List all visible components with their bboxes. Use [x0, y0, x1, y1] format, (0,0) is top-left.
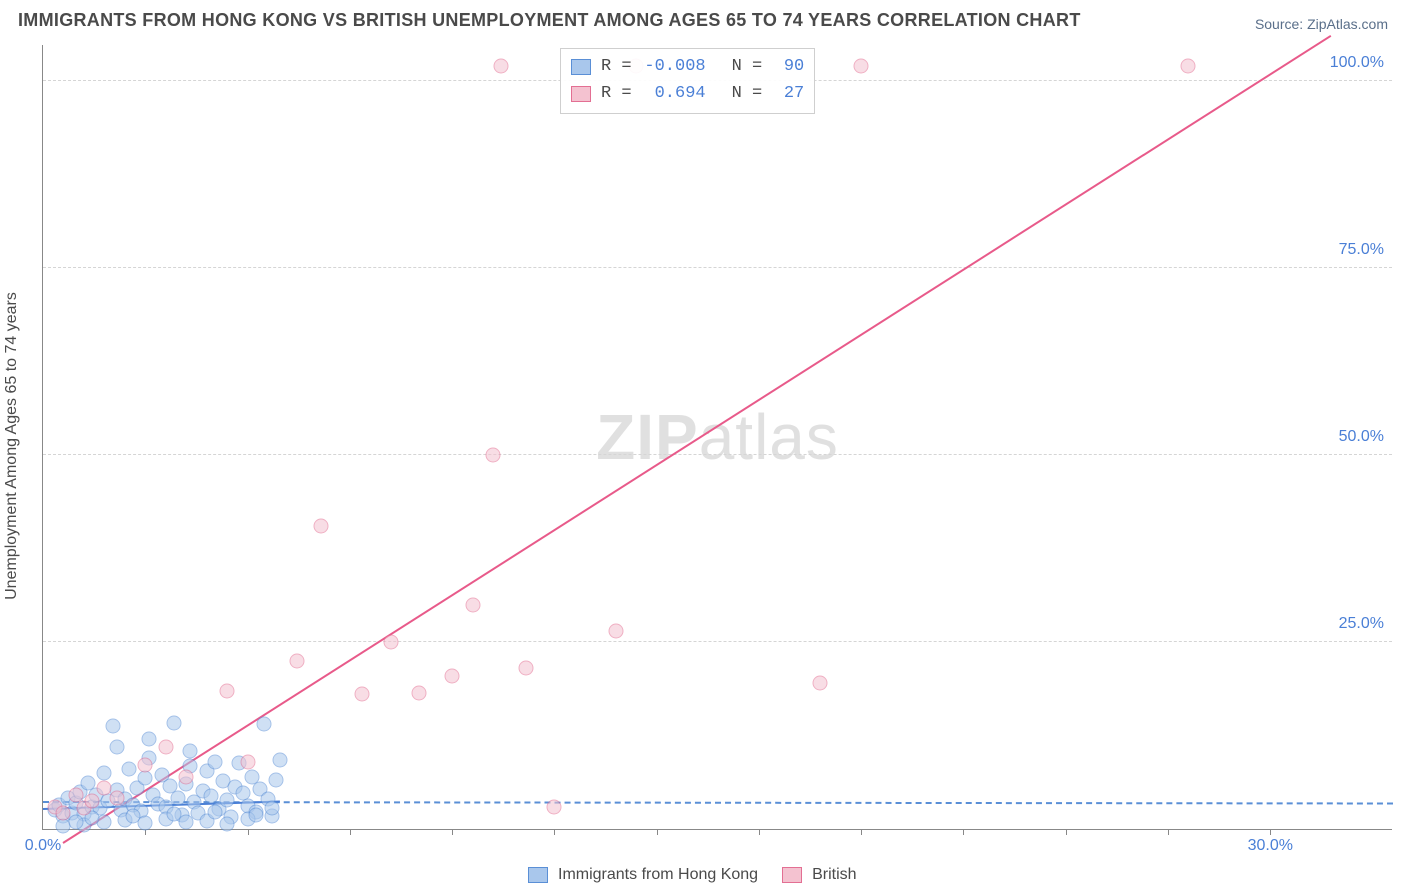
y-tick-label: 100.0% [1330, 54, 1384, 72]
scatter-point [109, 790, 124, 805]
scatter-point [1181, 59, 1196, 74]
stat-r-value: -0.008 [640, 53, 706, 80]
scatter-point [179, 815, 194, 830]
scatter-point [138, 758, 153, 773]
scatter-point [68, 814, 83, 829]
scatter-point [289, 653, 304, 668]
scatter-point [126, 809, 141, 824]
stats-row: R = -0.008 N = 90 [571, 53, 804, 80]
scatter-point [465, 597, 480, 612]
trend-line [63, 35, 1332, 844]
stat-r-label: R = [601, 53, 632, 80]
chart-legend: Immigrants from Hong Kong British [528, 866, 857, 884]
scatter-point [445, 668, 460, 683]
scatter-point [142, 732, 157, 747]
scatter-point [854, 59, 869, 74]
legend-item: Immigrants from Hong Kong [528, 866, 758, 884]
x-tick [657, 829, 658, 835]
scatter-point [220, 816, 235, 831]
scatter-point [813, 676, 828, 691]
x-tick [861, 829, 862, 835]
stat-r-label: R = [601, 80, 632, 107]
scatter-point [207, 804, 222, 819]
x-tick [963, 829, 964, 835]
scatter-point [56, 805, 71, 820]
correlation-stats-box: R = -0.008 N = 90 R = 0.694 N = 27 [560, 48, 815, 114]
stat-n-value: 27 [770, 80, 804, 107]
scatter-point [240, 754, 255, 769]
scatter-point [486, 448, 501, 463]
scatter-point [269, 772, 284, 787]
scatter-point [220, 683, 235, 698]
legend-swatch [571, 86, 591, 102]
scatter-point [518, 661, 533, 676]
scatter-point [179, 769, 194, 784]
x-tick [350, 829, 351, 835]
stats-row: R = 0.694 N = 27 [571, 80, 804, 107]
scatter-point [273, 753, 288, 768]
scatter-point [166, 715, 181, 730]
x-tick [1168, 829, 1169, 835]
x-tick [1270, 829, 1271, 835]
scatter-point [171, 790, 186, 805]
y-axis-label: Unemployment Among Ages 65 to 74 years [3, 292, 21, 600]
scatter-point [121, 762, 136, 777]
scatter-point [97, 765, 112, 780]
scatter-point [220, 792, 235, 807]
scatter-point [412, 685, 427, 700]
scatter-point [85, 793, 100, 808]
x-tick [554, 829, 555, 835]
scatter-point [105, 718, 120, 733]
stat-n-label: N = [732, 53, 763, 80]
stat-r-value: 0.694 [640, 80, 706, 107]
scatter-point [183, 743, 198, 758]
y-tick-label: 50.0% [1339, 428, 1384, 446]
chart-title: IMMIGRANTS FROM HONG KONG VS BRITISH UNE… [18, 10, 1081, 31]
stat-n-label: N = [732, 80, 763, 107]
x-tick [248, 829, 249, 835]
legend-swatch [528, 867, 548, 883]
legend-label: British [812, 866, 856, 884]
stat-n-value: 90 [770, 53, 804, 80]
scatter-point [166, 807, 181, 822]
gridline [43, 267, 1392, 268]
y-tick-label: 75.0% [1339, 241, 1384, 259]
scatter-point [547, 799, 562, 814]
legend-label: Immigrants from Hong Kong [558, 866, 758, 884]
scatter-point [608, 623, 623, 638]
watermark: ZIPatlas [596, 400, 839, 474]
scatter-point [109, 739, 124, 754]
scatter-point [314, 519, 329, 534]
scatter-point [256, 717, 271, 732]
chart-plot-area: ZIPatlas 25.0%50.0%75.0%100.0%0.0%30.0% [42, 45, 1392, 830]
x-tick-label: 0.0% [25, 837, 61, 855]
x-tick-label: 30.0% [1248, 837, 1293, 855]
scatter-point [248, 807, 263, 822]
scatter-point [494, 59, 509, 74]
scatter-point [355, 687, 370, 702]
x-tick [1066, 829, 1067, 835]
x-tick [452, 829, 453, 835]
gridline [43, 454, 1392, 455]
legend-item: British [782, 866, 856, 884]
legend-swatch [782, 867, 802, 883]
x-tick [759, 829, 760, 835]
gridline [43, 641, 1392, 642]
scatter-point [158, 739, 173, 754]
scatter-point [265, 801, 280, 816]
source-label: Source: ZipAtlas.com [1255, 16, 1388, 32]
legend-swatch [571, 59, 591, 75]
y-tick-label: 25.0% [1339, 615, 1384, 633]
scatter-point [383, 635, 398, 650]
scatter-point [207, 754, 222, 769]
